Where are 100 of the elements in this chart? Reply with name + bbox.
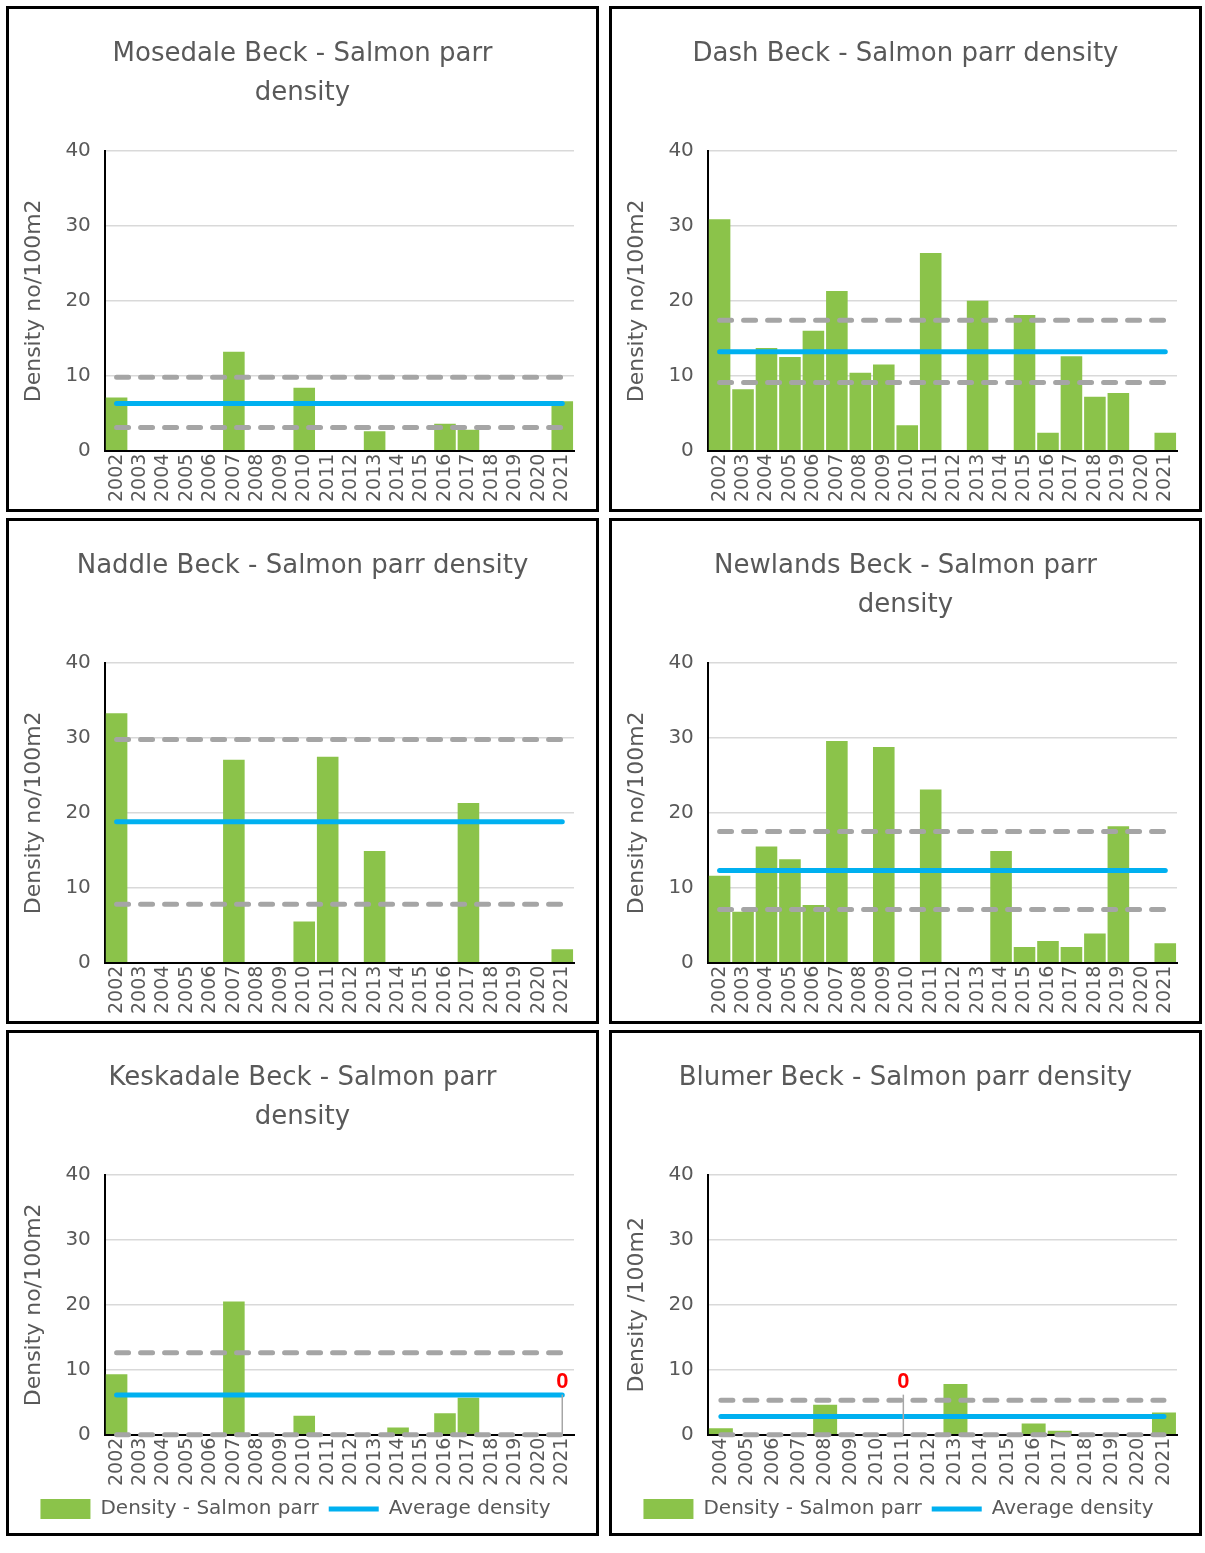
y-tick-label: 40 <box>668 137 694 162</box>
x-tick-label: 2017 <box>455 965 478 1015</box>
bar <box>1154 943 1177 962</box>
x-tick-label: 2006 <box>759 1437 782 1487</box>
x-tick-label: 2007 <box>786 1437 809 1487</box>
x-tick-label: 2015 <box>408 453 431 503</box>
x-tick-label: 2007 <box>220 965 243 1015</box>
bar <box>826 291 848 450</box>
x-tick-label: 2019 <box>502 965 525 1015</box>
bar <box>1154 432 1177 450</box>
x-tick-label: 2014 <box>968 1437 991 1487</box>
annotation: 0 <box>897 1367 910 1393</box>
x-tick-label: 2020 <box>1124 1437 1147 1487</box>
bar <box>434 1413 456 1434</box>
bar <box>1107 392 1130 450</box>
x-tick-label: 2011 <box>314 1437 337 1487</box>
x-tick-label: 2004 <box>707 1437 730 1487</box>
x-tick-label: 2003 <box>729 965 752 1015</box>
x-tick-label: 2017 <box>1046 1437 1069 1487</box>
x-tick-label: 2008 <box>847 965 870 1015</box>
legend-label: Density - Salmon parr <box>703 1495 923 1520</box>
y-tick-label: 40 <box>668 649 694 674</box>
x-tick-label: 2021 <box>549 1437 572 1487</box>
x-tick-label: 2020 <box>525 1437 548 1487</box>
x-tick-label: 2003 <box>126 965 149 1015</box>
bar <box>779 357 801 450</box>
x-tick-label: 2011 <box>917 965 940 1015</box>
y-tick-label: 30 <box>668 724 694 749</box>
x-tick-label: 2009 <box>870 453 893 503</box>
y-tick-label: 0 <box>681 436 694 461</box>
y-tick-label: 30 <box>65 212 91 237</box>
bar <box>363 851 386 962</box>
bar <box>105 713 128 962</box>
x-tick-label: 2012 <box>338 965 361 1015</box>
y-tick-label: 10 <box>65 361 91 386</box>
bar <box>293 1415 316 1434</box>
x-tick-label: 2008 <box>847 453 870 503</box>
bar <box>316 756 339 962</box>
x-tick-label: 2016 <box>431 453 454 503</box>
y-tick-label: 10 <box>65 1355 91 1380</box>
x-tick-label: 2017 <box>1058 965 1081 1015</box>
x-tick-label: 2004 <box>753 965 776 1015</box>
x-tick-label: 2002 <box>706 453 729 503</box>
y-tick-label: 20 <box>668 287 694 312</box>
x-tick-label: 2003 <box>729 453 752 503</box>
x-tick-label: 2018 <box>478 965 501 1015</box>
bar <box>457 1397 480 1434</box>
x-tick-label: 2004 <box>150 1437 173 1487</box>
y-tick-label: 40 <box>65 137 91 162</box>
y-axis-title: Density no/100m2 <box>622 199 648 403</box>
x-tick-label: 2010 <box>291 1437 314 1487</box>
bar <box>779 859 801 962</box>
bar <box>802 330 825 450</box>
x-tick-label: 2005 <box>776 453 799 503</box>
y-tick-label: 20 <box>65 1291 91 1316</box>
x-tick-label: 2012 <box>941 965 964 1015</box>
bar <box>1037 432 1059 450</box>
x-tick-label: 2014 <box>385 965 408 1015</box>
chart-title: Newlands Beck - Salmon parr density <box>713 548 1098 620</box>
x-tick-label: 2019 <box>1098 1437 1121 1487</box>
x-tick-label: 2010 <box>291 453 314 503</box>
x-tick-label: 2006 <box>197 453 220 503</box>
x-tick-label: 2016 <box>1034 453 1057 503</box>
x-tick-label: 2020 <box>1128 965 1151 1015</box>
x-tick-label: 2017 <box>455 453 478 503</box>
x-tick-label: 2010 <box>894 965 917 1015</box>
chart-title: Keskadale Beck - Salmon parr density <box>107 1060 498 1132</box>
x-tick-label: 2012 <box>338 453 361 503</box>
y-tick-label: 10 <box>668 361 694 386</box>
y-axis-title: Density /100m2 <box>622 1217 648 1393</box>
x-tick-label: 2012 <box>338 1437 361 1487</box>
chart-title: Dash Beck - Salmon parr density <box>691 36 1120 69</box>
bar <box>1107 826 1130 962</box>
x-tick-label: 2018 <box>1081 965 1104 1015</box>
x-tick-label: 2007 <box>823 965 846 1015</box>
x-tick-label: 2020 <box>525 965 548 1015</box>
x-tick-label: 2008 <box>812 1437 835 1487</box>
x-tick-label: 2017 <box>455 1437 478 1487</box>
x-tick-label: 2021 <box>1150 1437 1173 1487</box>
x-tick-label: 2009 <box>838 1437 861 1487</box>
x-tick-label: 2002 <box>103 453 126 503</box>
x-tick-label: 2016 <box>1034 965 1057 1015</box>
x-tick-label: 2005 <box>173 1437 196 1487</box>
x-tick-label: 2011 <box>314 965 337 1015</box>
x-tick-label: 2011 <box>890 1437 913 1487</box>
y-tick-label: 30 <box>668 1226 694 1251</box>
bar <box>105 1374 128 1434</box>
bar <box>1084 933 1106 962</box>
bar <box>872 746 895 962</box>
bar <box>755 846 778 962</box>
bar <box>1037 940 1059 962</box>
x-tick-label: 2019 <box>1105 453 1128 503</box>
legend-label: Average density <box>388 1495 551 1520</box>
bar <box>919 252 942 450</box>
bar <box>551 949 574 962</box>
x-tick-label: 2015 <box>1011 453 1034 503</box>
bar <box>919 789 942 962</box>
x-tick-label: 2014 <box>385 1437 408 1487</box>
y-tick-label: 20 <box>65 287 91 312</box>
x-tick-label: 2016 <box>1020 1437 1043 1487</box>
